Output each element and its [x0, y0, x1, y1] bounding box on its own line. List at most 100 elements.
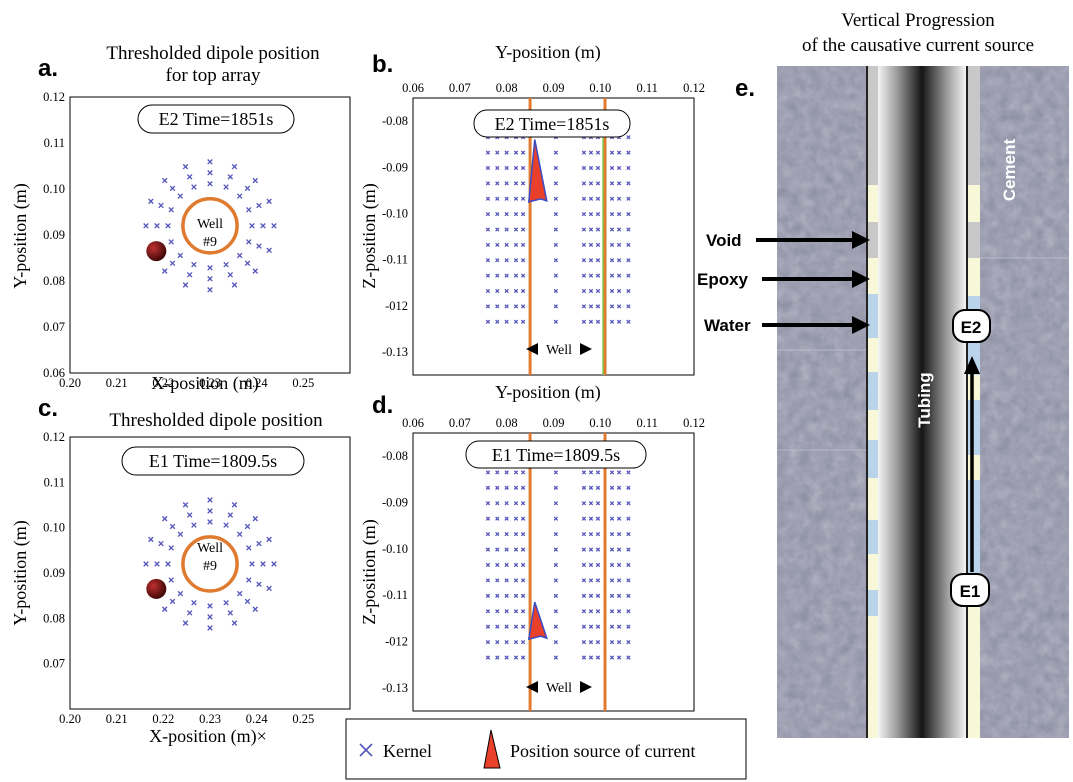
kernel-markers — [485, 470, 631, 660]
kernel-marker — [626, 319, 631, 324]
annulus-band — [868, 590, 878, 616]
y-tick-label: 0.11 — [44, 475, 65, 489]
kernel-marker — [626, 304, 631, 309]
plot-frame — [69, 96, 351, 374]
kernel-marker — [485, 485, 491, 490]
kernel-marker — [595, 501, 601, 506]
kernel-marker — [520, 562, 526, 568]
kernel-marker — [513, 165, 519, 171]
y-tick-label: 0.10 — [43, 182, 65, 196]
kernel-legend-label: Kernel — [383, 741, 432, 761]
kernel-marker — [595, 485, 601, 490]
kernel-marker — [595, 319, 601, 324]
tubing-label: Tubing — [915, 372, 934, 427]
panel-title-line2: of the causative current source — [802, 35, 1034, 56]
kernel-marker — [595, 470, 601, 475]
kernel-marker — [168, 239, 174, 245]
kernel-marker — [581, 211, 587, 217]
kernel-marker — [207, 287, 213, 293]
kernel-marker — [581, 609, 587, 614]
kernel-marker — [609, 578, 615, 583]
kernel-marker — [231, 502, 238, 508]
kernel-marker — [504, 578, 509, 583]
current-source-marker — [527, 601, 548, 641]
kernel-marker — [520, 485, 526, 490]
kernel-marker — [609, 273, 615, 278]
kernel-marker — [244, 523, 251, 530]
kernel-marker — [626, 516, 631, 521]
kernel-marker — [553, 304, 559, 309]
kernel-marker — [609, 531, 615, 537]
y-tick-label: 0.06 — [43, 366, 65, 380]
y-tick-label: -0.09 — [382, 160, 408, 174]
kernel-marker — [485, 516, 491, 521]
kernel-marker — [227, 272, 234, 278]
kernel-marker — [520, 547, 526, 552]
kernel-marker — [553, 196, 559, 201]
annulus-left — [868, 66, 878, 738]
kernel-marker — [191, 184, 197, 190]
kernel-marker — [495, 531, 500, 537]
kernel-marker — [168, 545, 174, 551]
kernel-marker — [161, 268, 168, 274]
annulus-band — [868, 478, 878, 520]
kernel-marker — [244, 260, 251, 267]
kernel-marker — [266, 585, 272, 592]
kernel-marker — [207, 181, 213, 187]
x-tick-label: 0.09 — [543, 416, 565, 430]
kernel-marker — [485, 273, 491, 278]
plot-frame — [412, 97, 695, 376]
progression-arrow-head — [964, 356, 980, 374]
x-axis-label: Y-position (m) — [495, 42, 601, 63]
x-tick-label: 0.21 — [106, 712, 128, 726]
kernel-marker — [520, 304, 526, 309]
kernel-marker — [485, 304, 491, 309]
kernel-marker — [520, 196, 526, 201]
kernel-marker — [616, 242, 622, 248]
kernel-marker — [256, 243, 262, 249]
kernel-marker — [588, 562, 594, 568]
kernel-marker — [588, 578, 594, 583]
kernel-marker — [626, 288, 631, 294]
current-source-marker — [527, 139, 548, 203]
kernel-marker — [513, 288, 519, 294]
kernel-marker — [553, 609, 559, 614]
kernel-marker — [595, 211, 601, 217]
y-axis-label: Z-position (m) — [359, 519, 380, 625]
kernel-marker — [588, 470, 594, 475]
kernel-marker — [520, 516, 526, 521]
kernel-marker — [485, 211, 491, 217]
kernel-marker — [609, 624, 615, 629]
kernel-marker — [249, 223, 255, 229]
kernel-marker — [158, 540, 164, 547]
x-tick-label: 0.06 — [402, 81, 424, 95]
kernel-marker — [485, 258, 491, 263]
tubing — [878, 66, 966, 738]
kernel-marker — [553, 562, 559, 568]
kernel-marker — [520, 624, 526, 629]
kernel-marker — [553, 211, 559, 217]
panel-e: Vertical Progression of the causative cu… — [697, 10, 1069, 738]
kernel-marker — [616, 319, 622, 324]
y-tick-label: -0.13 — [382, 681, 408, 695]
kernel-marker — [169, 185, 176, 192]
kernel-marker — [504, 227, 509, 232]
kernel-marker — [581, 304, 587, 309]
annotation-void: Void — [706, 231, 870, 250]
kernel-legend-marker — [359, 743, 373, 757]
kernel-marker — [504, 273, 509, 278]
kernel-marker — [553, 655, 559, 660]
kernel-marker — [244, 598, 251, 605]
kernel-marker — [595, 288, 601, 294]
kernel-marker — [626, 609, 631, 614]
kernel-marker — [186, 610, 193, 616]
kernel-marker — [231, 282, 238, 288]
kernel-marker — [595, 181, 601, 186]
kernel-marker — [553, 639, 559, 645]
kernel-marker — [256, 581, 262, 587]
kernel-marker — [553, 470, 559, 475]
kernel-marker — [495, 273, 500, 278]
kernel-marker — [513, 211, 519, 217]
kernel-marker — [588, 609, 594, 614]
